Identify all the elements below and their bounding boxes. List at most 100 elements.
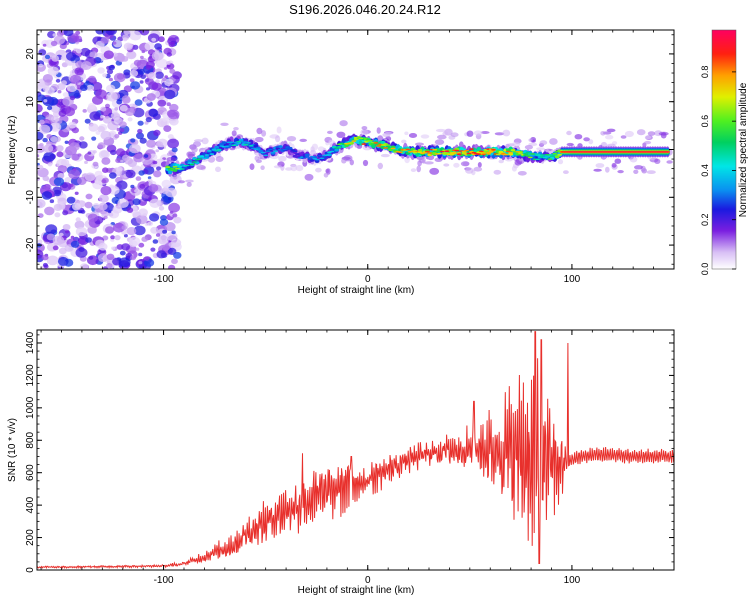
heatmap-cell [173,251,182,259]
heatmap-cell [69,183,74,188]
heatmap-cell [85,237,92,243]
heatmap-cell [81,61,92,70]
figure-title: S196.2026.046.20.24.R12 [289,2,441,17]
heatmap-cell [41,254,49,261]
heatmap-cell [233,127,239,131]
heatmap-cell [410,150,416,153]
heatmap-cell [126,44,132,49]
heatmap-cell [163,125,172,132]
heatmap-cell [112,41,117,45]
heatmap-cell [258,150,264,152]
heatmap-cell [65,230,69,234]
heatmap-cell [224,145,229,148]
heatmap-cell [100,106,107,112]
heatmap-cell [473,166,483,172]
heatmap-cell [168,197,172,201]
heatmap-cell [304,153,310,157]
heatmap-cell [130,138,136,143]
heatmap-cell [153,170,162,178]
heatmap-cell [87,151,92,155]
heatmap-cell [129,143,141,154]
heatmap-cell [38,124,51,134]
heatmap-cell [211,148,217,151]
heatmap-cell [37,213,44,219]
heatmap-cell [64,140,69,144]
heatmap-cell [437,134,447,140]
heatmap-cell [110,149,117,156]
heatmap-cell [144,222,149,227]
heatmap-cell [45,86,55,95]
heatmap-cell [605,134,614,140]
heatmap-cell [78,141,88,149]
heatmap-cell [75,30,81,35]
heatmap-cell [51,55,60,62]
heatmap-cell [199,155,205,157]
heatmap-cell [133,59,142,67]
heatmap-cell [84,201,93,209]
heatmap-cell [80,209,86,214]
heatmap-cell [186,151,193,157]
heatmap-cell [64,177,72,183]
heatmap-cell [341,158,347,164]
heatmap-cell [63,30,74,37]
heatmap-cell [95,30,105,35]
heatmap-cell [108,212,114,217]
heatmap-cell [66,196,76,204]
heatmap-cell [491,149,496,151]
heatmap-cell [349,141,354,144]
heatmap-cell [84,160,88,164]
heatmap-cell [141,50,146,54]
heatmap-cell [123,234,128,238]
heatmap-cell [144,121,149,125]
heatmap-cell [138,252,143,257]
heatmap-cell [415,152,420,156]
heatmap-cell [106,91,118,102]
heatmap-cell [100,150,109,158]
heatmap-cell [231,144,237,146]
heatmap-cell [547,158,553,160]
heatmap-cell [37,199,46,209]
heatmap-cell [101,157,111,165]
heatmap-cell [119,128,125,133]
heatmap-cell [214,150,220,152]
colorbar-gradient [711,29,737,270]
heatmap-cell [290,149,295,151]
heatmap-cell [134,189,139,193]
heatmap-cell [119,250,126,256]
heatmap-cell [124,157,133,165]
heatmap-cell [295,165,304,172]
heatmap-cell [116,99,123,105]
heatmap-cell [633,169,639,174]
heatmap-cell [393,149,398,152]
heatmap-cell [119,104,128,112]
heatmap-cell [60,159,70,166]
heatmap-cell [53,203,63,211]
heatmap-cell [42,137,48,143]
heatmap-cell [180,168,185,170]
heatmap-cell [157,235,169,245]
heatmap-cell [557,159,564,165]
heatmap-cell [139,137,147,144]
heatmap-cell [155,233,161,237]
heatmap-cell [56,145,64,152]
heatmap-cell [454,149,460,152]
heatmap-cell [380,144,386,146]
snr-y-axis-label: SNR (10 * v/v) [7,418,18,482]
heatmap-cell [52,33,57,37]
heatmap-cell [566,130,572,136]
heatmap-cell [644,140,652,145]
heatmap-cell [471,151,477,154]
snr-series-line [37,331,674,570]
heatmap-cell [95,89,108,100]
heatmap-cell [549,138,558,145]
heatmap-cell [47,66,59,76]
heatmap-cell [398,151,403,154]
heatmap-cell [173,174,178,180]
heatmap-cell [314,158,320,161]
heatmap-cell [660,132,667,139]
heatmap-cell [152,239,159,244]
heatmap-cell [138,170,145,176]
heatmap-cell [166,152,174,157]
heatmap-cell [620,135,627,139]
